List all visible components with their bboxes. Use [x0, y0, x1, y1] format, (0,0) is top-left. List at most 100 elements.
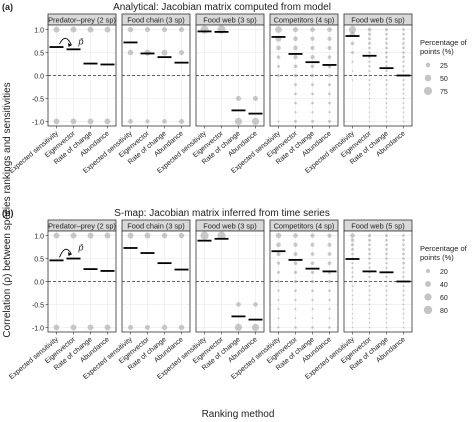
data-point [351, 285, 354, 288]
data-point [368, 252, 371, 256]
y-axis-label: Correlation (ρ) between species rankings… [2, 82, 13, 337]
legend-key [425, 62, 431, 68]
data-point [351, 60, 354, 63]
data-point [385, 326, 388, 329]
data-point [402, 55, 405, 59]
data-point [402, 83, 405, 86]
data-point [178, 324, 185, 331]
data-point [385, 51, 388, 54]
data-point [310, 261, 315, 265]
data-point [53, 232, 60, 239]
panel-title: Analytical: Jacobian matrix computed fro… [113, 2, 331, 13]
x-axis-label: Ranking method [202, 409, 275, 420]
data-point [385, 289, 388, 292]
data-point [402, 326, 405, 329]
data-point [368, 326, 371, 329]
data-point [327, 233, 332, 238]
data-point [310, 55, 315, 60]
data-point [127, 324, 134, 330]
data-point [402, 69, 405, 73]
data-point [145, 119, 150, 124]
data-point [368, 280, 371, 283]
data-point [328, 298, 331, 302]
data-point [293, 233, 298, 238]
data-point [161, 324, 168, 331]
data-point [385, 32, 388, 36]
panel-letter: (a) [2, 2, 13, 12]
data-point [385, 238, 388, 242]
data-point [328, 317, 331, 320]
data-point [311, 111, 314, 114]
data-point [351, 326, 354, 329]
data-point [367, 233, 372, 238]
data-point [351, 252, 354, 256]
data-point [53, 118, 60, 125]
data-point [368, 79, 371, 82]
data-point [368, 41, 371, 45]
data-point [310, 36, 315, 41]
data-point [385, 261, 388, 265]
data-point [402, 120, 405, 123]
data-point [104, 324, 111, 331]
data-point [402, 248, 405, 251]
data-point [104, 26, 111, 33]
data-point [368, 266, 371, 269]
data-point [293, 270, 298, 274]
data-point [328, 119, 331, 123]
data-point [294, 101, 297, 105]
data-point [402, 106, 405, 109]
facet-label: Predator–prey (2 sp) [48, 16, 116, 25]
data-point [368, 312, 371, 315]
arrow-curve [59, 37, 72, 46]
data-point [368, 88, 371, 91]
data-point [293, 73, 298, 78]
data-point [294, 307, 297, 311]
data-point [385, 60, 388, 63]
data-point [310, 233, 315, 238]
data-point [348, 25, 357, 34]
data-point [385, 55, 388, 59]
data-point [402, 65, 405, 68]
data-point [310, 45, 315, 51]
panel-letter: (b) [2, 208, 14, 218]
data-point [294, 119, 297, 123]
data-point [87, 118, 94, 125]
data-point [277, 289, 280, 292]
data-point [328, 92, 331, 96]
data-point [350, 233, 355, 238]
legend-key [423, 305, 433, 315]
data-point [311, 83, 314, 87]
data-point [161, 232, 168, 239]
y-tick-label: -1.0 [32, 119, 44, 126]
data-point [236, 302, 241, 307]
legend-key [425, 268, 431, 274]
data-point [385, 252, 388, 256]
data-point [385, 120, 388, 123]
legend-title: Percentage of points (%) [420, 38, 468, 56]
data-point [178, 49, 185, 56]
data-point [277, 298, 280, 301]
data-point [368, 317, 371, 320]
data-point [128, 119, 133, 124]
data-point [351, 322, 354, 324]
data-point [328, 111, 331, 114]
y-tick-label: -0.5 [32, 302, 44, 309]
data-point [368, 248, 371, 251]
data-point [251, 117, 260, 126]
data-point [328, 307, 331, 311]
data-point [385, 88, 388, 91]
facet-label: Predator–prey (2 sp) [48, 222, 116, 231]
data-point [87, 26, 94, 33]
facet-border [47, 24, 117, 127]
data-point [385, 243, 388, 247]
data-point [276, 261, 281, 265]
data-point [327, 55, 332, 59]
data-point [385, 46, 388, 50]
data-point [310, 252, 315, 256]
facet-label: Food web (3 sp) [203, 222, 256, 231]
facet-border [121, 24, 191, 127]
data-point [368, 83, 371, 86]
data-point [385, 116, 388, 118]
data-point [144, 49, 151, 56]
